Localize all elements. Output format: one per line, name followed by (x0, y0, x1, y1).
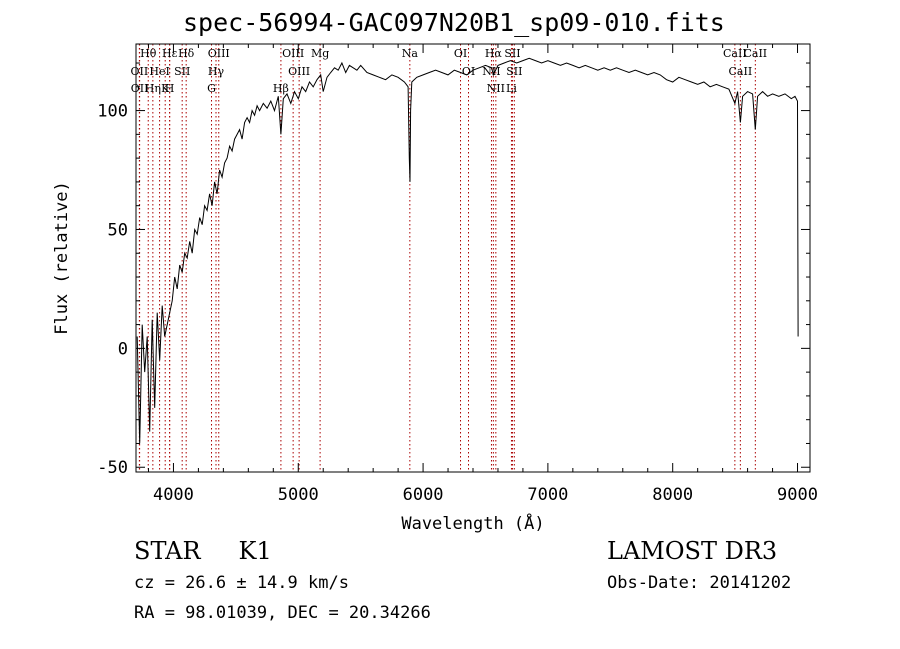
redshift-velocity: cz = 26.6 ± 14.9 km/s (134, 573, 349, 593)
line-marker-label: HeI (149, 65, 169, 78)
line-marker-label: Hβ (273, 82, 289, 95)
line-marker-label: CaII (729, 65, 753, 78)
line-marker-label: Hγ (208, 65, 225, 78)
object-class: STAR (134, 537, 201, 565)
line-markers (138, 44, 756, 472)
line-marker-label: NII (482, 65, 500, 78)
line-marker-label: Hθ (140, 47, 157, 60)
y-axis-label: Flux (relative) (52, 181, 72, 335)
y-tick-label: -50 (97, 458, 128, 478)
line-marker-label: Hη (145, 82, 161, 95)
object-subclass: K1 (238, 537, 272, 565)
y-tick-label: 100 (97, 102, 128, 122)
line-marker-label: Li (506, 82, 517, 95)
line-marker-label: K (161, 82, 170, 95)
line-marker-label: CaII (723, 47, 747, 60)
line-marker-label: SII (174, 65, 190, 78)
axis-ticks (136, 44, 810, 472)
line-marker-label: SII (504, 47, 520, 60)
survey-name: LAMOST DR3 (607, 537, 778, 565)
line-marker-label: Mg (311, 47, 329, 60)
x-tick-label: 8000 (652, 485, 693, 505)
y-tick-label: 0 (118, 339, 128, 359)
x-tick-label: 7000 (527, 485, 568, 505)
x-tick-label: 4000 (153, 485, 194, 505)
line-marker-label: Hε (162, 47, 178, 60)
line-marker-label: OII (131, 82, 149, 95)
axis-tick-labels: 4000 5000 6000 7000 8000 9000 -50 0 50 100 (97, 102, 818, 505)
line-marker-label: NII (487, 82, 505, 95)
x-tick-label: 6000 (403, 485, 444, 505)
y-tick-label: 50 (108, 220, 128, 240)
x-tick-label: 9000 (777, 485, 818, 505)
object-classification: STAR K1 (134, 537, 310, 565)
observation-date: Obs-Date: 20141202 (607, 573, 792, 593)
line-marker-label: Hδ (178, 47, 195, 60)
coordinates: RA = 98.01039, DEC = 20.34266 (134, 603, 431, 623)
spectrum-line (136, 57, 799, 444)
x-tick-label: 5000 (278, 485, 319, 505)
line-marker-label: OI (454, 47, 467, 60)
line-marker-label: OIII (208, 47, 230, 60)
line-marker-label: G (207, 82, 216, 95)
x-axis-label: Wavelength (Å) (401, 512, 544, 534)
line-marker-label: CaII (743, 47, 767, 60)
line-marker-label: OI (462, 65, 475, 78)
line-marker-label: OIII (288, 65, 310, 78)
chart-title: spec-56994-GAC097N20B1_sp09-010.fits (183, 8, 725, 37)
line-marker-label: Hα (485, 47, 503, 60)
line-marker-label: H (165, 82, 175, 95)
line-marker-label: Na (402, 47, 419, 60)
line-marker-label: OII (131, 65, 149, 78)
plot-frame (135, 43, 811, 473)
line-marker-label: SII (506, 65, 522, 78)
line-marker-label: OIII (282, 47, 304, 60)
